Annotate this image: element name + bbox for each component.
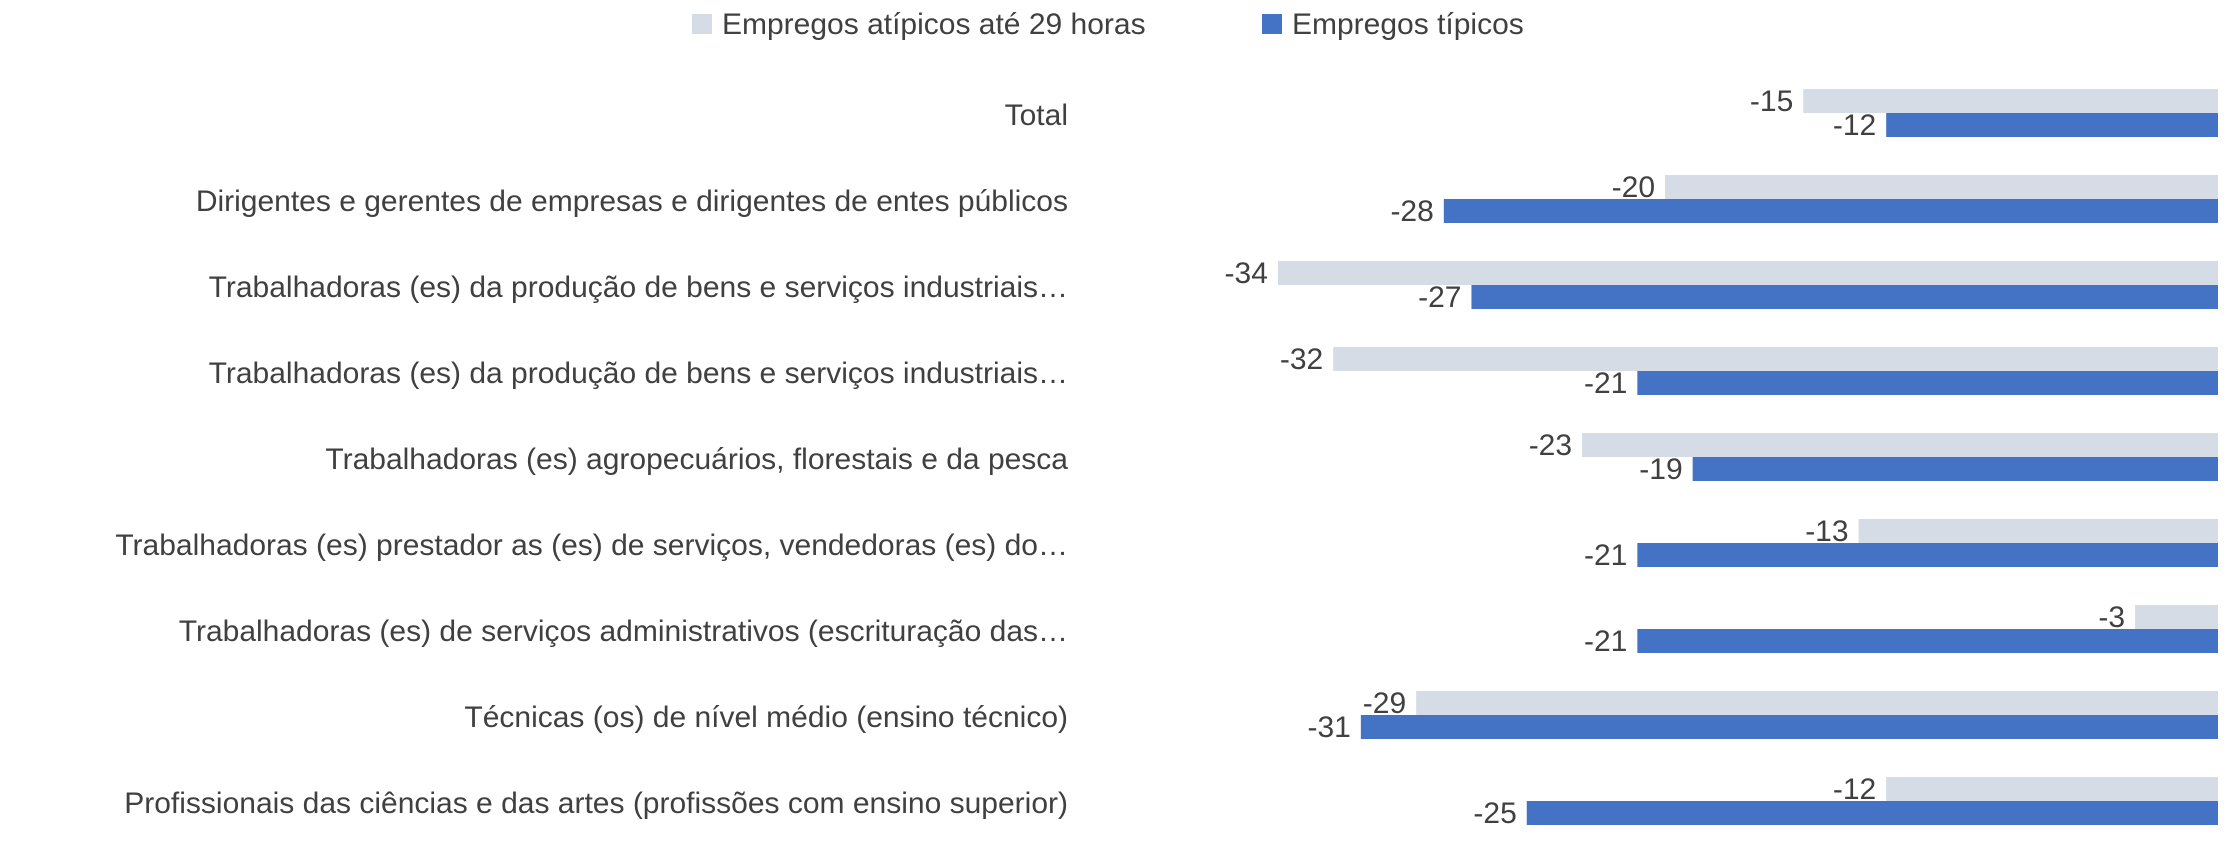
y-tick-label: Dirigentes e gerentes de empresas e diri… — [196, 185, 1068, 218]
data-label: -28 — [1390, 195, 1433, 228]
data-label: -29 — [1363, 687, 1406, 720]
bar — [1582, 433, 2218, 457]
y-tick-label: Trabalhadoras (es) prestador as (es) de … — [115, 529, 1068, 562]
legend-swatch — [1262, 14, 1282, 34]
bar — [1692, 457, 2218, 481]
data-label: -19 — [1639, 453, 1682, 486]
data-label: -23 — [1529, 429, 1572, 462]
data-label: -34 — [1225, 257, 1268, 290]
bar — [2135, 605, 2218, 629]
bar — [1858, 519, 2218, 543]
y-tick-label: Profissionais das ciências e das artes (… — [124, 787, 1068, 820]
bar — [1637, 543, 2218, 567]
y-tick-label: Total — [1005, 99, 1068, 132]
legend-label: Empregos atípicos até 29 horas — [722, 8, 1146, 41]
bar — [1886, 113, 2218, 137]
data-label: -32 — [1280, 343, 1323, 376]
data-label: -12 — [1833, 109, 1876, 142]
legend-label: Empregos típicos — [1292, 8, 1524, 41]
bar — [1443, 199, 2218, 223]
legend-swatch — [692, 14, 712, 34]
y-tick-label: Trabalhadoras (es) da produção de bens e… — [209, 271, 1068, 304]
bar — [1665, 175, 2218, 199]
y-tick-label: Trabalhadoras (es) agropecuários, flores… — [325, 443, 1068, 476]
y-tick-label: Trabalhadoras (es) da produção de bens e… — [209, 357, 1068, 390]
data-label: -13 — [1805, 515, 1848, 548]
data-label: -21 — [1584, 367, 1627, 400]
bar — [1803, 89, 2218, 113]
data-label: -27 — [1418, 281, 1461, 314]
data-label: -3 — [2098, 601, 2125, 634]
data-label: -12 — [1833, 773, 1876, 806]
bar — [1471, 285, 2218, 309]
bar — [1637, 629, 2218, 653]
y-tick-label: Técnicas (os) de nível médio (ensino téc… — [464, 701, 1068, 734]
bar — [1277, 261, 2218, 285]
bar — [1886, 777, 2218, 801]
data-label: -31 — [1307, 711, 1350, 744]
y-tick-label: Trabalhadoras (es) de serviços administr… — [179, 615, 1068, 648]
bar — [1416, 691, 2218, 715]
bar — [1637, 371, 2218, 395]
data-label: -15 — [1750, 85, 1793, 118]
bar — [1333, 347, 2218, 371]
data-label: -21 — [1584, 539, 1627, 572]
data-label: -20 — [1612, 171, 1655, 204]
data-label: -25 — [1473, 797, 1516, 830]
bar — [1526, 801, 2218, 825]
data-label: -21 — [1584, 625, 1627, 658]
bar — [1360, 715, 2218, 739]
